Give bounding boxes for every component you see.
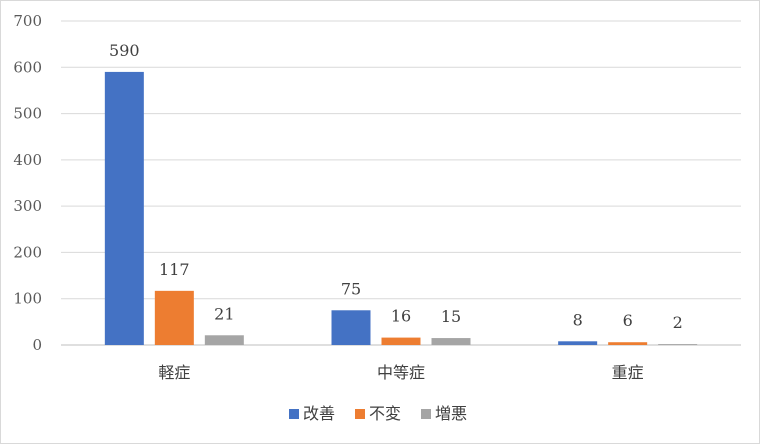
y-tick-label: 500: [13, 105, 42, 123]
y-tick-label: 600: [13, 58, 42, 76]
bar: [558, 341, 598, 345]
bar: [204, 335, 244, 345]
bar: [608, 342, 648, 345]
data-label: 21: [214, 304, 234, 323]
data-label: 2: [673, 313, 683, 332]
y-tick-label: 300: [13, 197, 42, 215]
data-label: 15: [441, 307, 461, 326]
y-axis-ticks: 0 100 200 300 400 500 600 700: [13, 12, 42, 354]
legend: 改善 不変 増悪: [289, 404, 467, 423]
bar: [331, 310, 371, 345]
bar: [431, 338, 471, 345]
legend-swatch: [421, 409, 431, 419]
bars: [104, 71, 698, 346]
bar: [154, 290, 194, 345]
legend-swatch: [289, 409, 299, 419]
data-label: 16: [391, 307, 411, 326]
category-label: 中等症: [377, 363, 425, 382]
legend-label: 増悪: [435, 404, 467, 423]
y-tick-label: 100: [13, 290, 42, 308]
y-tick-label: 700: [13, 12, 42, 30]
category-label: 重症: [612, 363, 644, 382]
data-label: 8: [573, 310, 583, 329]
legend-label: 改善: [303, 404, 335, 423]
bar: [658, 344, 698, 345]
bar: [381, 337, 421, 345]
y-tick-label: 200: [13, 243, 42, 261]
data-label: 6: [623, 311, 633, 330]
bar: [104, 71, 144, 346]
category-labels: 軽症 中等症 重症: [158, 363, 643, 382]
legend-label: 不変: [369, 404, 401, 423]
data-label: 75: [341, 279, 361, 298]
y-tick-label: 400: [13, 151, 42, 169]
y-tick-label: 0: [32, 336, 42, 354]
data-labels: 590 117 21 75 16 15 8 6 2: [109, 41, 683, 332]
legend-swatch: [355, 409, 365, 419]
category-label: 軽症: [158, 363, 190, 382]
data-label: 117: [159, 260, 190, 279]
data-label: 590: [109, 41, 140, 60]
